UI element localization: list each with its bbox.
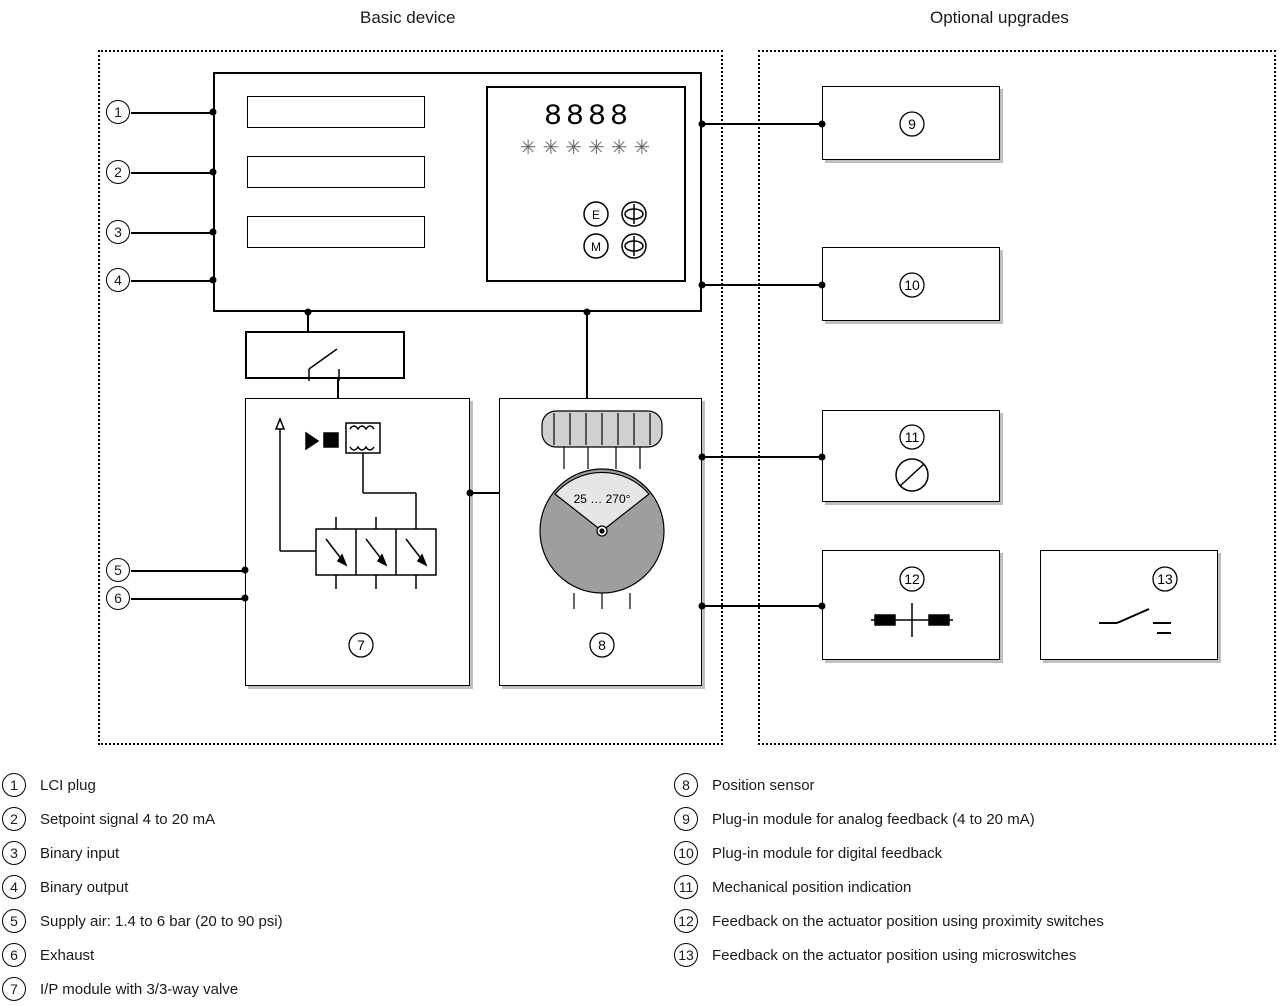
legend-row: 11Mechanical position indication <box>674 870 1104 904</box>
legend-label: Plug-in module for digital feedback <box>712 845 942 862</box>
display-panel: 8888 ✳✳✳✳✳✳ E M <box>486 86 686 282</box>
legend-label: Binary input <box>40 845 119 862</box>
legend-col-right: 8Position sensor 9Plug-in module for ana… <box>674 768 1104 972</box>
opt-module-11: 11 <box>822 410 1000 502</box>
legend-row: 3Binary input <box>2 836 283 870</box>
legend-label: Setpoint signal 4 to 20 mA <box>40 811 215 828</box>
module-8-dial: 25 … 270° 8 <box>500 399 703 687</box>
legend-label: Binary output <box>40 879 128 896</box>
pin-3: 3 <box>106 220 130 244</box>
switch-box <box>245 331 405 379</box>
legend-row: 5Supply air: 1.4 to 6 bar (20 to 90 psi) <box>2 904 283 938</box>
slot-1 <box>247 96 425 128</box>
svg-text:9: 9 <box>908 116 916 132</box>
module-7-schematic: 7 <box>246 399 471 687</box>
slot-2 <box>247 156 425 188</box>
module-8-position-sensor: 25 … 270° 8 <box>499 398 702 686</box>
mech-indicator-icon <box>896 459 928 491</box>
legend-row: 12Feedback on the actuator position usin… <box>674 904 1104 938</box>
legend-row: 6Exhaust <box>2 938 283 972</box>
svg-text:M: M <box>591 240 601 254</box>
legend-label: Feedback on the actuator position using … <box>712 947 1076 964</box>
pin-6: 6 <box>106 586 130 610</box>
svg-text:7: 7 <box>357 637 365 653</box>
opt-module-10: 10 <box>822 247 1000 321</box>
legend-label: LCI plug <box>40 777 96 794</box>
title-basic-device: Basic device <box>360 8 455 28</box>
svg-text:13: 13 <box>1157 571 1173 587</box>
svg-text:10: 10 <box>904 277 920 293</box>
legend-row: 7I/P module with 3/3-way valve <box>2 972 283 1006</box>
opt-module-9: 9 <box>822 86 1000 160</box>
opt-module-12: 12 <box>822 550 1000 660</box>
legend-label: Position sensor <box>712 777 815 794</box>
pin-4: 4 <box>106 268 130 292</box>
svg-text:11: 11 <box>905 429 920 445</box>
pin-2: 2 <box>106 160 130 184</box>
legend-label: Mechanical position indication <box>712 879 911 896</box>
pin-5: 5 <box>106 558 130 582</box>
legend-row: 10Plug-in module for digital feedback <box>674 836 1104 870</box>
diagram-canvas: Basic device Optional upgrades 8888 ✳✳✳✳… <box>0 0 1284 1005</box>
svg-text:E: E <box>592 208 600 222</box>
legend-label: Exhaust <box>40 947 94 964</box>
switch-icon <box>247 333 407 381</box>
seven-segment-display: 8888 <box>544 100 632 134</box>
legend-col-left: 1LCI plug 2Setpoint signal 4 to 20 mA 3B… <box>2 768 283 1006</box>
legend-row: 13Feedback on the actuator position usin… <box>674 938 1104 972</box>
module-7-ip-valve: 7 <box>245 398 470 686</box>
legend-row: 4Binary output <box>2 870 283 904</box>
pin-1: 1 <box>106 100 130 124</box>
legend-row: 1LCI plug <box>2 768 283 802</box>
svg-text:8: 8 <box>598 637 606 653</box>
legend-row: 2Setpoint signal 4 to 20 mA <box>2 802 283 836</box>
fourteen-segment-row: ✳✳✳✳✳✳ <box>520 138 657 161</box>
display-panel-graphics: 8888 ✳✳✳✳✳✳ E M <box>488 88 688 284</box>
title-optional-upgrades: Optional upgrades <box>930 8 1069 28</box>
microswitch-icon <box>1099 609 1171 633</box>
dial-range-label: 25 … 270° <box>574 492 631 506</box>
legend-row: 8Position sensor <box>674 768 1104 802</box>
legend-label: I/P module with 3/3-way valve <box>40 981 238 998</box>
svg-text:12: 12 <box>904 571 920 587</box>
opt-module-13: 13 <box>1040 550 1218 660</box>
legend-label: Supply air: 1.4 to 6 bar (20 to 90 psi) <box>40 913 283 930</box>
legend-row: 9Plug-in module for analog feedback (4 t… <box>674 802 1104 836</box>
legend-label: Feedback on the actuator position using … <box>712 913 1104 930</box>
legend-label: Plug-in module for analog feedback (4 to… <box>712 811 1035 828</box>
slot-3 <box>247 216 425 248</box>
svg-text:✳✳✳✳✳✳: ✳✳✳✳✳✳ <box>520 138 657 161</box>
proximity-switch-icon <box>871 603 953 637</box>
